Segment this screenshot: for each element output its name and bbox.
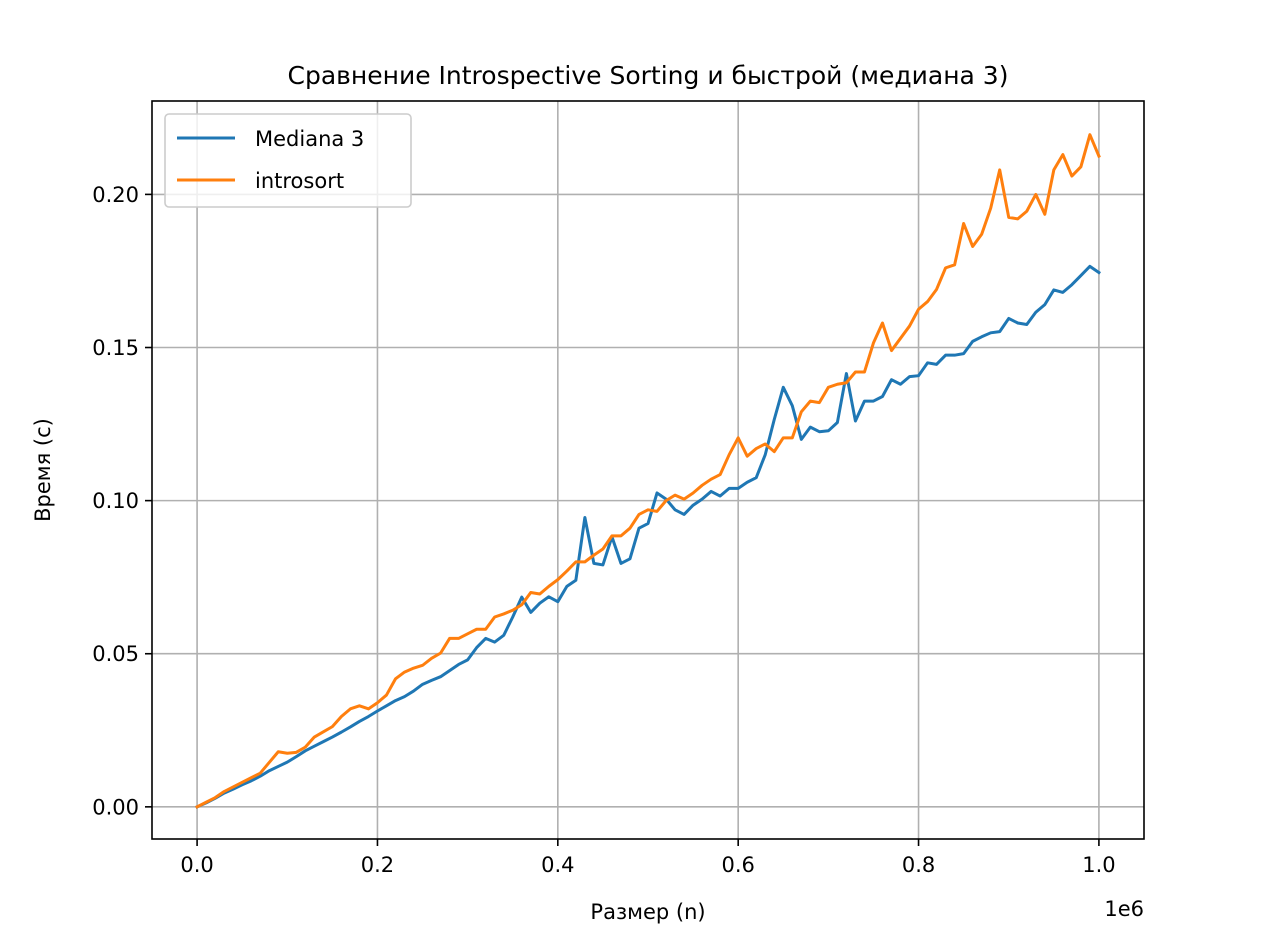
chart-title: Сравнение Introspective Sorting и быстро…	[288, 61, 1009, 90]
series-line-1	[195, 264, 1101, 809]
plot-frame	[151, 100, 1145, 840]
x-tick-label: 0.4	[541, 853, 574, 877]
legend: Mediana 3 introsort	[164, 113, 412, 208]
series-line-2	[195, 133, 1101, 809]
x-tick-label: 0.0	[180, 853, 213, 877]
x-tick-label: 0.2	[361, 853, 394, 877]
x-tick-label: 1.0	[1082, 853, 1115, 877]
x-tick-label: 0.8	[902, 853, 935, 877]
y-tick-label: 0.10	[92, 489, 139, 513]
y-tick-label: 0.15	[92, 336, 139, 360]
legend-entry-1: Mediana 3	[255, 127, 364, 151]
series-layer	[195, 133, 1101, 809]
ticks: 0.0 0.2 0.4 0.6 0.8 1.0 0.00 0.05 0.10 0.15 0.20	[92, 183, 1115, 877]
y-tick-label: 0.05	[92, 642, 139, 666]
x-axis-label: Размер (n)	[590, 900, 705, 924]
y-axis-label: Время (с)	[31, 418, 55, 522]
x-tick-label: 0.6	[721, 853, 754, 877]
x-axis-offset-label: 1e6	[1104, 897, 1144, 921]
grid	[152, 101, 1144, 839]
y-tick-label: 0.00	[92, 795, 139, 819]
legend-entry-2: introsort	[255, 169, 344, 193]
y-tick-label: 0.20	[92, 183, 139, 207]
